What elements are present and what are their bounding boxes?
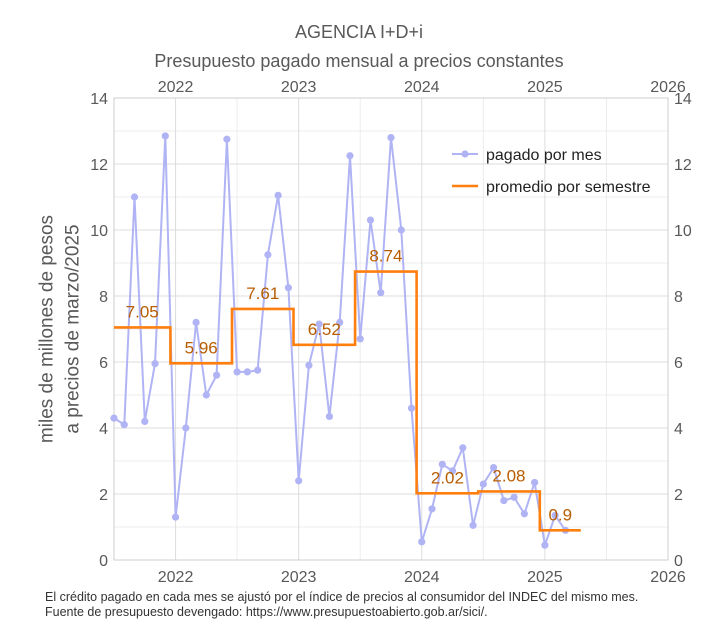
monthly-point (531, 478, 539, 487)
monthly-point (448, 467, 457, 475)
monthly-point (141, 417, 149, 425)
y-tick-label-right: 10 (674, 223, 692, 240)
y-tick-label-right: 14 (674, 91, 692, 108)
series-semester: 7.05 5.96 7.61 6.52 8.74 2.02 2.08 0.9 (114, 247, 581, 532)
y-tick-label-right: 12 (674, 157, 692, 174)
y-axis-label-line2: a precios de marzo/2025 (63, 224, 84, 433)
monthly-point (161, 132, 169, 140)
chart-title: AGENCIA I+D+i (294, 22, 424, 42)
y-tick-label-left: 0 (99, 553, 108, 570)
monthly-point (254, 366, 262, 374)
semester-value-label: 2.02 (431, 468, 464, 487)
monthly-point (336, 318, 344, 326)
monthly-point (418, 538, 426, 546)
semester-step-line (114, 270, 581, 532)
semester-value-label: 5.96 (185, 338, 218, 357)
y-tick-label-left: 10 (90, 223, 108, 240)
monthly-point (459, 444, 467, 452)
y-tick-label-left: 4 (99, 421, 108, 438)
monthly-point (264, 251, 272, 259)
y-tick-label-right: 6 (674, 355, 683, 372)
y-tick-label-left: 6 (99, 355, 108, 372)
caption-line-2: Fuente de presupuesto devengado: https:/… (45, 605, 488, 619)
monthly-point (489, 464, 498, 472)
y-tick-label-left: 8 (99, 289, 108, 306)
x-tick-label-bottom: 2025 (527, 569, 563, 586)
semester-value-label: 0.9 (548, 505, 572, 524)
monthly-point (366, 216, 375, 224)
chart-subtitle: Presupuesto pagado mensual a precios con… (154, 51, 564, 71)
monthly-point (243, 368, 251, 376)
legend-swatch-monthly-marker (461, 150, 469, 158)
x-tick-label-top: 2024 (404, 79, 440, 96)
monthly-point (377, 289, 385, 297)
x-tick-label-top: 2022 (158, 79, 194, 96)
x-tick-label-bottom: 2022 (158, 569, 194, 586)
x-tick-label-top: 2025 (527, 79, 563, 96)
series-monthly (110, 132, 570, 549)
monthly-point (284, 284, 293, 292)
monthly-point (520, 510, 528, 518)
y-tick-label-left: 2 (99, 487, 108, 504)
monthly-point (387, 134, 395, 142)
monthly-point (438, 460, 446, 468)
x-tick-label-bottom: 2026 (650, 569, 686, 586)
legend-label-monthly: pagado por mes (486, 147, 602, 164)
monthly-point (510, 493, 518, 501)
y-tick-label-right: 4 (674, 421, 683, 438)
caption-line-1: El crédito pagado en cada mes se ajustó … (45, 590, 639, 604)
y-tick-label-left: 14 (90, 91, 108, 108)
axes: 0 0 2 2 4 4 6 6 8 8 10 10 12 12 14 14 2022 2022 2023 2023 20… (90, 79, 692, 586)
y-tick-label-right: 2 (674, 487, 683, 504)
monthly-point (130, 193, 139, 201)
monthly-point (551, 511, 559, 520)
semester-value-label: 2.08 (492, 466, 525, 485)
monthly-point (171, 513, 180, 521)
monthly-point (223, 135, 231, 143)
x-tick-label-bottom: 2024 (404, 569, 440, 586)
x-tick-label-top: 2026 (650, 79, 686, 96)
semester-value-label: 7.61 (246, 284, 279, 303)
monthly-point (212, 371, 221, 379)
monthly-point (295, 477, 303, 485)
monthly-point (428, 505, 436, 513)
monthly-point (233, 368, 241, 376)
y-tick-label-right: 0 (674, 553, 683, 570)
monthly-point (315, 320, 323, 328)
monthly-point (541, 541, 549, 549)
monthly-point (325, 412, 334, 421)
y-tick-label-left: 12 (90, 157, 108, 174)
x-tick-label-top: 2023 (281, 79, 317, 96)
semester-value-label: 6.52 (308, 320, 341, 339)
monthly-point (182, 424, 190, 432)
semester-value-label: 7.05 (126, 302, 159, 321)
monthly-point (397, 226, 405, 234)
y-tick-label-right: 8 (674, 289, 683, 306)
semester-value-label: 8.74 (369, 247, 402, 266)
monthly-point (110, 414, 118, 422)
monthly-point (479, 480, 487, 488)
monthly-point (120, 421, 128, 429)
monthly-point (202, 391, 210, 399)
monthly-point (356, 335, 364, 343)
monthly-point (151, 360, 159, 368)
monthly-point (407, 404, 416, 412)
monthly-point (274, 191, 282, 199)
monthly-point (500, 497, 508, 505)
legend-label-semester: promedio por semestre (486, 179, 651, 196)
y-axis-label-line1: miles de millones de pesos (37, 215, 58, 443)
plot-frame (113, 97, 669, 561)
x-tick-label-bottom: 2023 (281, 569, 317, 586)
monthly-point (469, 521, 477, 529)
monthly-point (346, 152, 354, 160)
monthly-point (305, 361, 313, 369)
monthly-point (192, 318, 200, 326)
legend: pagado por mes promedio por semestre (452, 147, 651, 196)
